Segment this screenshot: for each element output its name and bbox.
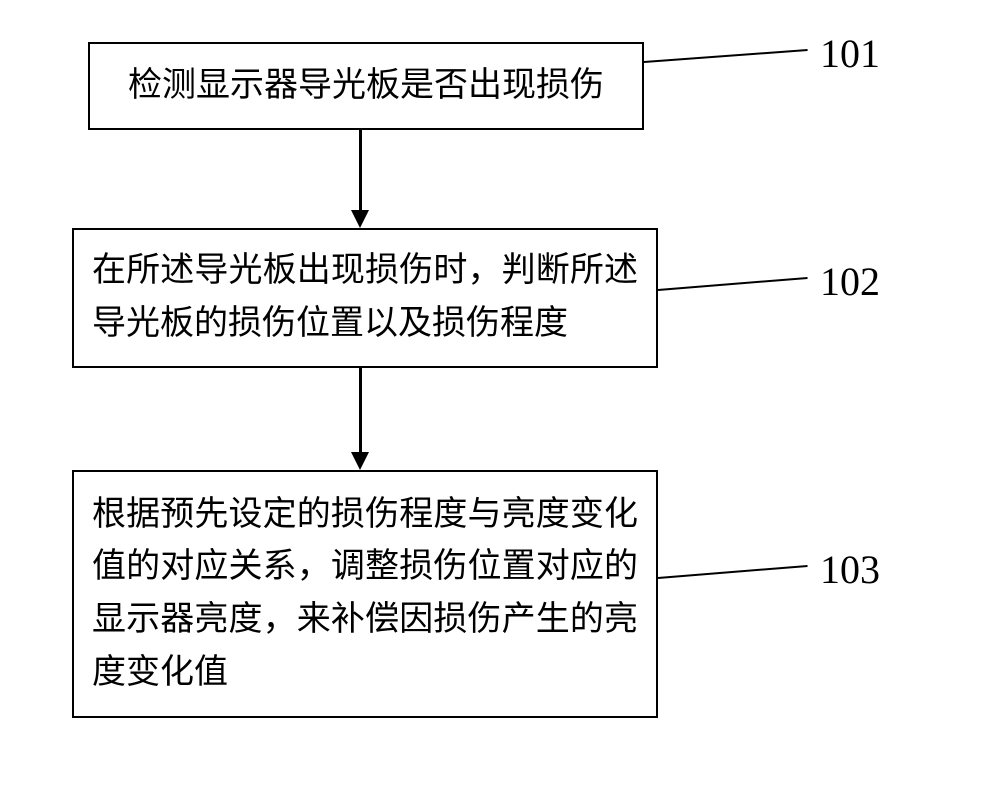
flow-label-2: 102 [820,258,880,305]
connector-3 [658,565,808,579]
connector-2 [658,277,808,291]
arrow-2-line [359,368,362,452]
flow-label-1: 101 [820,30,880,77]
flow-label-3: 103 [820,546,880,593]
arrow-2-head [351,452,369,470]
arrow-1-line [359,130,362,210]
connector-1 [644,49,808,63]
flow-node-1: 检测显示器导光板是否出现损伤 [88,42,644,130]
flowchart-canvas: 检测显示器导光板是否出现损伤 101 在所述导光板出现损伤时，判断所述导光板的损… [0,0,1000,791]
flow-node-2: 在所述导光板出现损伤时，判断所述导光板的损伤位置以及损伤程度 [72,228,658,368]
flow-node-3-text: 根据预先设定的损伤程度与亮度变化值的对应关系，调整损伤位置对应的显示器亮度，来补… [92,489,638,700]
arrow-1-head [351,210,369,228]
flow-node-1-text: 检测显示器导光板是否出现损伤 [128,60,604,113]
flow-node-3: 根据预先设定的损伤程度与亮度变化值的对应关系，调整损伤位置对应的显示器亮度，来补… [72,470,658,718]
flow-node-2-text: 在所述导光板出现损伤时，判断所述导光板的损伤位置以及损伤程度 [92,245,638,350]
